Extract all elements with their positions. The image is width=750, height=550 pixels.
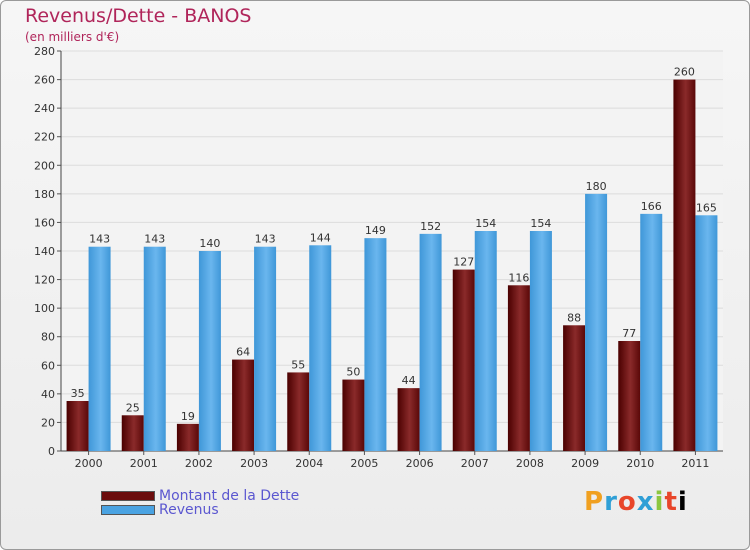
data-label-dette: 116 bbox=[508, 271, 529, 284]
x-tick-label: 2005 bbox=[350, 457, 378, 470]
bar-revenus bbox=[529, 231, 552, 451]
bar-revenus bbox=[88, 246, 111, 451]
data-label-dette: 19 bbox=[181, 410, 195, 423]
bar-revenus bbox=[309, 245, 332, 451]
logo-letter: t bbox=[664, 487, 678, 517]
chart-title: Revenus/Dette - BANOS bbox=[25, 5, 252, 27]
bar-revenus bbox=[198, 251, 221, 451]
logo-letter: P bbox=[584, 487, 605, 517]
data-label-dette: 260 bbox=[674, 66, 695, 79]
x-tick-label: 2008 bbox=[516, 457, 544, 470]
data-label-revenus: 154 bbox=[530, 217, 551, 230]
x-tick-label: 2007 bbox=[461, 457, 489, 470]
data-label-revenus: 140 bbox=[199, 237, 220, 250]
y-tick-label: 140 bbox=[34, 245, 55, 258]
data-label-revenus: 149 bbox=[365, 224, 386, 237]
y-tick-label: 280 bbox=[34, 45, 55, 58]
data-label-revenus: 154 bbox=[475, 217, 496, 230]
y-tick-label: 0 bbox=[48, 445, 55, 458]
bar-dette bbox=[507, 285, 530, 451]
legend-label-dette: Montant de la Dette bbox=[159, 488, 300, 504]
y-tick-label: 200 bbox=[34, 159, 55, 172]
x-tick-label: 2003 bbox=[240, 457, 268, 470]
data-label-revenus: 180 bbox=[586, 180, 607, 193]
x-tick-label: 2001 bbox=[130, 457, 158, 470]
data-label-revenus: 166 bbox=[641, 200, 662, 213]
data-label-dette: 88 bbox=[567, 311, 581, 324]
x-tick-label: 2006 bbox=[406, 457, 434, 470]
bar-revenus bbox=[585, 193, 608, 451]
y-tick-label: 180 bbox=[34, 188, 55, 201]
bar-revenus bbox=[143, 246, 166, 451]
data-label-revenus: 165 bbox=[696, 201, 717, 214]
bar-dette bbox=[452, 269, 475, 451]
data-label-revenus: 143 bbox=[89, 233, 110, 246]
bar-revenus bbox=[254, 246, 277, 451]
y-tick-label: 80 bbox=[41, 331, 55, 344]
data-label-revenus: 152 bbox=[420, 220, 441, 233]
y-tick-label: 240 bbox=[34, 102, 55, 115]
data-label-revenus: 144 bbox=[310, 231, 331, 244]
logo-letter: r bbox=[604, 487, 618, 517]
data-label-dette: 25 bbox=[126, 401, 140, 414]
bar-revenus bbox=[419, 233, 442, 451]
y-tick-label: 260 bbox=[34, 74, 55, 87]
bar-dette bbox=[232, 359, 255, 451]
data-label-dette: 55 bbox=[291, 358, 305, 371]
x-tick-label: 2000 bbox=[75, 457, 103, 470]
y-tick-label: 20 bbox=[41, 416, 55, 429]
bar-dette bbox=[176, 423, 199, 451]
data-label-dette: 77 bbox=[622, 327, 636, 340]
x-tick-label: 2011 bbox=[681, 457, 709, 470]
proxiti-logo: Proxiti bbox=[584, 487, 688, 517]
legend-swatch-revenus bbox=[101, 505, 155, 515]
legend-item-revenus: Revenus bbox=[101, 502, 219, 518]
data-label-dette: 50 bbox=[346, 366, 360, 379]
x-tick-label: 2010 bbox=[626, 457, 654, 470]
bar-revenus bbox=[474, 231, 497, 451]
y-tick-label: 100 bbox=[34, 302, 55, 315]
data-label-dette: 44 bbox=[402, 374, 416, 387]
y-tick-label: 60 bbox=[41, 359, 55, 372]
data-label-revenus: 143 bbox=[144, 233, 165, 246]
data-label-dette: 64 bbox=[236, 346, 250, 359]
logo-letter: i bbox=[654, 487, 665, 517]
bar-dette bbox=[673, 79, 696, 452]
y-tick-label: 220 bbox=[34, 131, 55, 144]
chart-subtitle: (en milliers d'€) bbox=[25, 30, 120, 44]
data-label-dette: 127 bbox=[453, 256, 474, 269]
x-tick-label: 2002 bbox=[185, 457, 213, 470]
y-tick-label: 40 bbox=[41, 388, 55, 401]
bar-dette bbox=[287, 372, 310, 451]
y-tick-label: 160 bbox=[34, 216, 55, 229]
bar-dette bbox=[66, 401, 89, 451]
y-tick-label: 120 bbox=[34, 274, 55, 287]
bar-dette bbox=[397, 388, 420, 451]
bar-dette bbox=[618, 341, 641, 451]
x-tick-label: 2009 bbox=[571, 457, 599, 470]
legend-label-revenus: Revenus bbox=[159, 502, 219, 518]
bar-revenus bbox=[695, 215, 718, 451]
logo-letter: o bbox=[617, 487, 637, 517]
logo-letter: i bbox=[677, 487, 688, 517]
data-label-revenus: 143 bbox=[255, 233, 276, 246]
bar-revenus bbox=[364, 238, 387, 451]
bar-dette bbox=[563, 325, 586, 451]
logo-letter: x bbox=[636, 487, 655, 517]
bar-revenus bbox=[640, 213, 663, 451]
bar-dette bbox=[342, 379, 365, 451]
x-tick-label: 2004 bbox=[295, 457, 323, 470]
legend-item-dette: Montant de la Dette bbox=[101, 488, 299, 504]
data-label-dette: 35 bbox=[71, 387, 85, 400]
legend-swatch-dette bbox=[101, 491, 155, 501]
bar-dette bbox=[121, 415, 144, 451]
